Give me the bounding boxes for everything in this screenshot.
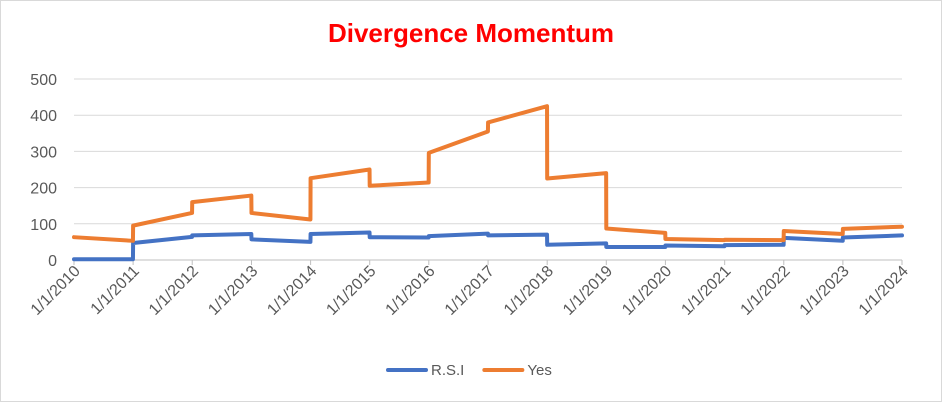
chart-title: Divergence Momentum — [327, 18, 615, 48]
x-tick-label: 1/1/2019 — [560, 263, 616, 319]
x-tick-label: 1/1/2011 — [88, 263, 143, 318]
x-tick-label: 1/1/2024 — [856, 263, 912, 319]
y-tick-label: 100 — [30, 217, 57, 234]
series-line-0 — [72, 230, 904, 262]
x-tick-label: 1/1/2016 — [383, 263, 439, 319]
series-line-1 — [72, 104, 904, 243]
x-tick-label: 1/1/2021 — [678, 263, 734, 319]
x-tick-label: 1/1/2022 — [738, 263, 794, 319]
x-tick-label: 1/1/2018 — [501, 263, 557, 319]
x-tick-label: 1/1/2014 — [264, 263, 320, 319]
x-tick-label: 1/1/2012 — [146, 263, 202, 319]
y-tick-label: 400 — [30, 108, 57, 125]
x-tick-label: 1/1/2023 — [797, 263, 853, 319]
gridlines — [74, 78, 902, 225]
y-axis-tick-labels: 0 100 200 300 400 500 — [30, 72, 57, 270]
x-tick-label: 1/1/2020 — [619, 263, 675, 319]
x-axis: 1/1/2010 1/1/2011 1/1/2012 1/1/2013 1/1/2014… — [28, 259, 912, 319]
legend-label-0: R.S.I — [431, 362, 464, 379]
x-tick-label: 1/1/2017 — [442, 263, 498, 319]
x-tick-label: 1/1/2010 — [28, 263, 84, 319]
series-lines — [72, 104, 904, 262]
y-tick-label: 300 — [30, 144, 57, 161]
y-tick-label: 0 — [48, 253, 57, 270]
y-tick-label: 500 — [30, 72, 57, 89]
x-tick-label: 1/1/2015 — [323, 263, 379, 319]
legend-label-1: Yes — [527, 362, 551, 379]
x-tick-label: 1/1/2013 — [205, 263, 261, 319]
y-tick-label: 200 — [30, 181, 57, 198]
legend: R.S.I Yes — [386, 362, 552, 379]
